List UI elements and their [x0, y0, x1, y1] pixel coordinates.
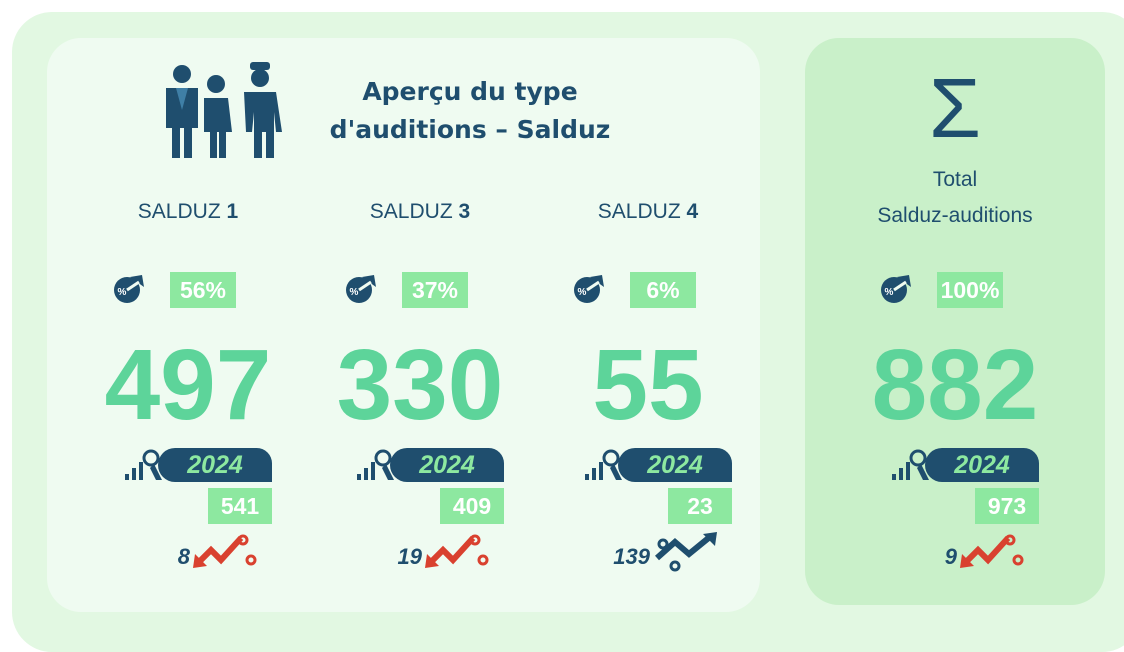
title-line: d'auditions – Salduz: [290, 111, 650, 149]
svg-text:%: %: [350, 287, 359, 298]
title-line: Aperçu du type: [290, 73, 650, 111]
label-text: SALDUZ: [598, 200, 681, 223]
svg-text:%: %: [578, 287, 587, 298]
trend-icon: [890, 448, 930, 482]
trend-icon: [123, 448, 163, 482]
column-label: SALDUZ 3: [310, 200, 530, 224]
previous-badge: 409: [440, 488, 504, 524]
label-text: SALDUZ: [370, 200, 453, 223]
label-number: 4: [687, 200, 699, 223]
svg-text:%: %: [885, 287, 894, 298]
change: 19: [362, 544, 422, 570]
page: Aperçu du type d'auditions – Salduz Σ To…: [0, 0, 1124, 633]
value: 330: [290, 335, 550, 435]
label-number: 1: [227, 200, 239, 223]
change: 139: [590, 544, 650, 570]
share-badge: 100%: [937, 272, 1003, 308]
year-tab: 2024: [618, 448, 732, 482]
sigma-icon: Σ: [925, 60, 985, 156]
column-label: SALDUZ 1: [78, 200, 298, 224]
change-arrow: [653, 532, 719, 572]
share-badge: 37%: [402, 272, 468, 308]
total-label: Total: [845, 168, 1065, 192]
year-tab: 2024: [158, 448, 272, 482]
share-icon: %: [570, 273, 606, 307]
label-text: SALDUZ: [138, 200, 221, 223]
trend-icon: [583, 448, 623, 482]
previous-badge: 23: [668, 488, 732, 524]
change: 9: [897, 544, 957, 570]
share-icon: %: [342, 273, 378, 307]
value: 497: [58, 335, 318, 435]
svg-text:%: %: [118, 287, 127, 298]
share-badge: 6%: [630, 272, 696, 308]
people-icon: [160, 60, 285, 158]
share-badge: 56%: [170, 272, 236, 308]
change-arrow: [425, 532, 491, 572]
year-tab: 2024: [390, 448, 504, 482]
value: 55: [518, 335, 778, 435]
column-label: SALDUZ 4: [538, 200, 758, 224]
share-icon: %: [110, 273, 146, 307]
year-tab: 2024: [925, 448, 1039, 482]
change-arrow: [960, 532, 1026, 572]
label-number: 3: [459, 200, 471, 223]
share-icon: %: [877, 273, 913, 307]
trend-icon: [355, 448, 395, 482]
previous-badge: 973: [975, 488, 1039, 524]
value: 882: [825, 335, 1085, 435]
previous-badge: 541: [208, 488, 272, 524]
change: 8: [130, 544, 190, 570]
change-arrow: [193, 532, 259, 572]
total-label: Salduz-auditions: [845, 204, 1065, 228]
